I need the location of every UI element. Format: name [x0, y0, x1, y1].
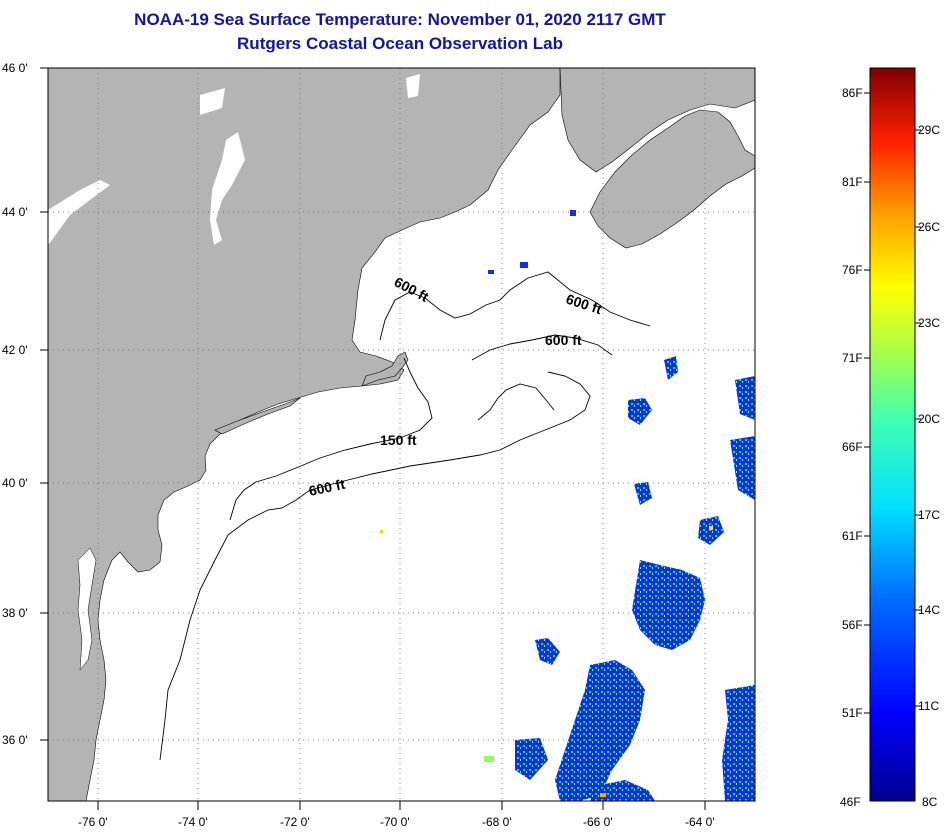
cb-c-17: 17C: [918, 508, 940, 522]
graticule: [48, 68, 755, 801]
cb-f-76: 76F: [842, 263, 863, 277]
map-frame: [47, 67, 756, 802]
cb-c-20: 20C: [918, 412, 940, 426]
axis-ticks: [40, 67, 706, 810]
land-lakes: [48, 74, 420, 245]
cb-c-23: 23C: [918, 316, 940, 330]
cb-f-51: 51F: [842, 706, 863, 720]
lon-label-68: -68 0': [482, 815, 512, 829]
cb-c-26: 26C: [918, 220, 940, 234]
contour-label-600ft-d: 600 ft: [307, 476, 346, 499]
cb-f-71: 71F: [842, 351, 863, 365]
lon-label-70: -70 0': [380, 815, 410, 829]
land-long-island: [214, 397, 301, 435]
cb-f-81: 81F: [842, 175, 863, 189]
lat-label-44: 44 0': [2, 205, 28, 219]
cb-c-11: 11C: [918, 699, 939, 713]
cb-f-61: 61F: [842, 529, 863, 543]
cb-f-46: 46F: [840, 795, 861, 809]
bathymetry-contours: [159, 271, 651, 761]
lat-label-40: 40 0': [2, 476, 28, 490]
contour-label-150ft: 150 ft: [380, 432, 417, 448]
contour-label-600ft-c: 600 ft: [545, 332, 582, 348]
lat-label-38: 38 0': [2, 606, 28, 620]
map-title: NOAA-19 Sea Surface Temperature: Novembe…: [134, 10, 666, 29]
lon-label-76: -76 0': [78, 815, 108, 829]
sst-data-patches: [380, 210, 755, 801]
land-new-brunswick: [559, 68, 755, 173]
lon-label-64: -64 0': [685, 815, 715, 829]
colorbar-ticks: [864, 92, 921, 714]
cb-f-86: 86F: [842, 86, 863, 100]
map-subtitle: Rutgers Coastal Ocean Observation Lab: [237, 34, 563, 53]
lon-label-74: -74 0': [178, 815, 208, 829]
lat-label-46: 46 0': [2, 61, 28, 75]
cb-f-66: 66F: [842, 440, 863, 454]
cb-f-56: 56F: [842, 618, 863, 632]
land-nova-scotia: [589, 109, 755, 249]
cb-c-29: 29C: [918, 123, 940, 137]
land-chesapeake: [77, 547, 97, 671]
lon-label-72: -72 0': [280, 815, 310, 829]
cb-c-14: 14C: [918, 603, 940, 617]
cb-c-8: 8C: [922, 795, 938, 809]
lat-label-36: 36 0': [2, 733, 28, 747]
land-cape-cod: [361, 351, 409, 387]
lat-label-42: 42 0': [2, 343, 28, 357]
colorbar: [869, 67, 916, 802]
lon-label-66: -66 0': [583, 815, 613, 829]
